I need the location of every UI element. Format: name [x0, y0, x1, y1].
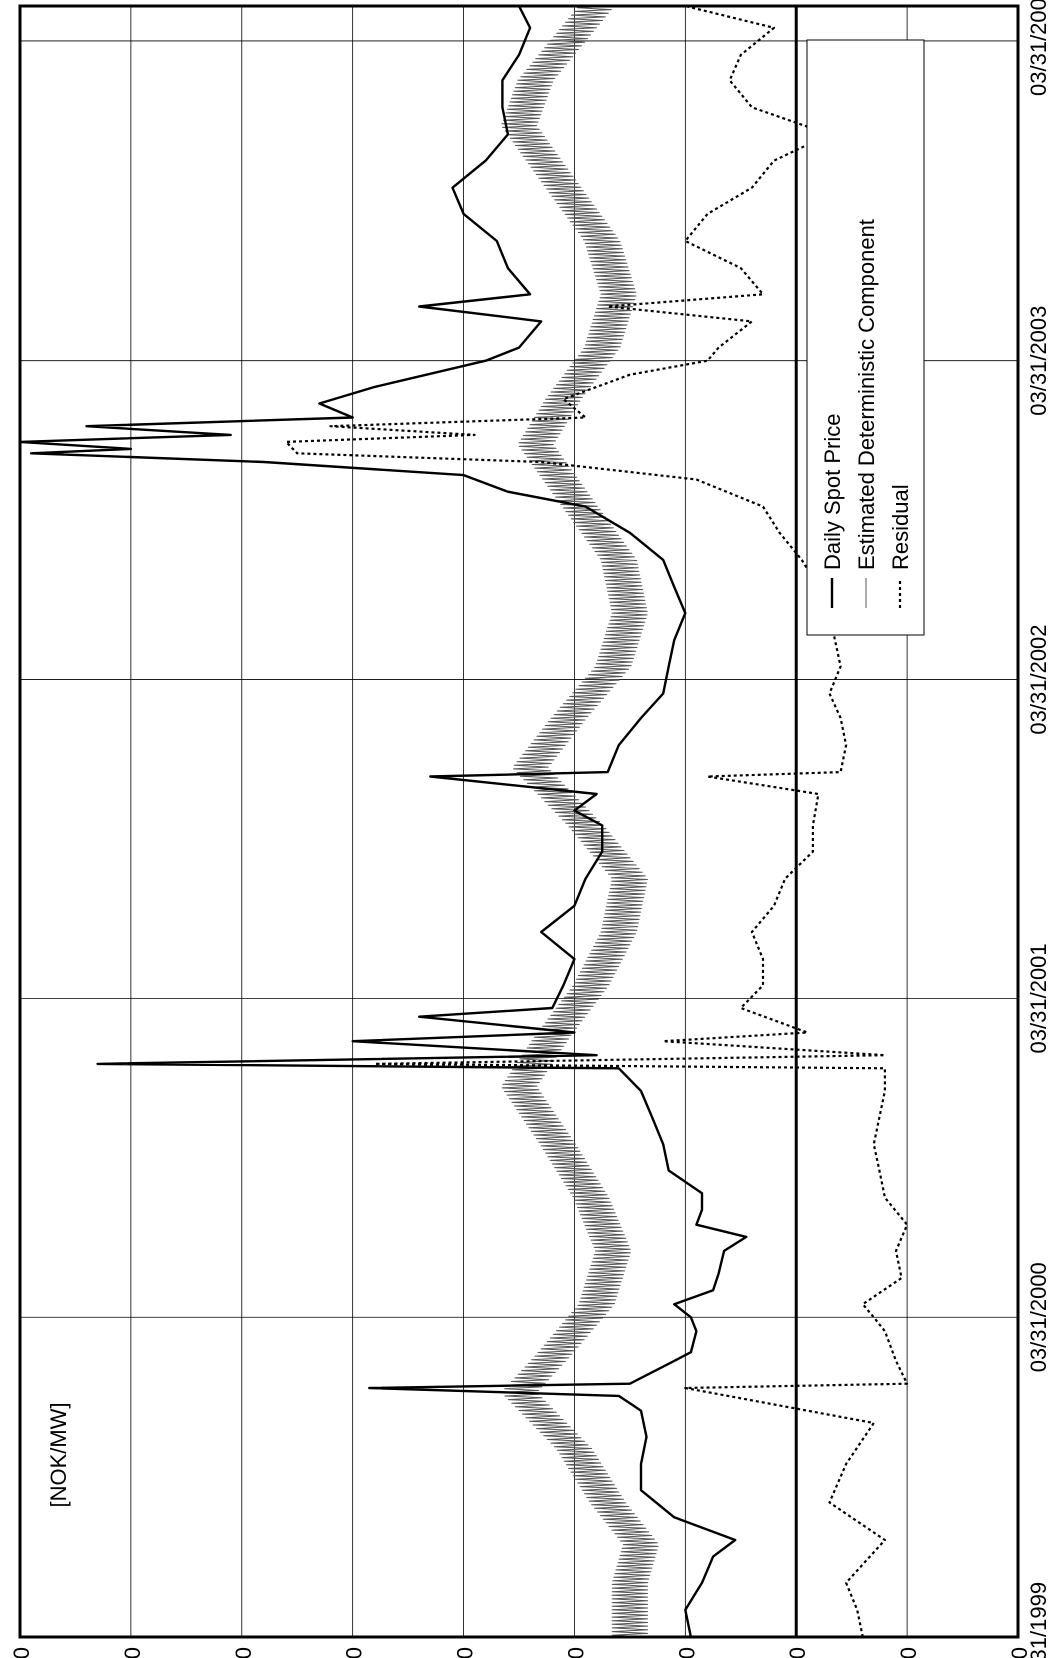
legend-label: Estimated Deterministic Component [854, 219, 879, 570]
date-tick-label: 03/31/2000 [1026, 1262, 1051, 1372]
series-line-residual [285, 4, 909, 1638]
series-line-daily-spot-price [18, 5, 748, 1638]
value-tick-label: 100 [674, 1647, 699, 1658]
legend: Daily Spot Price Estimated Deterministic … [806, 39, 925, 636]
value-tick-label: 200 [563, 1647, 588, 1658]
value-axis-ticks: -200 -100 0 100 200 300 400 500 600 700 [9, 1647, 1032, 1658]
date-tick-label: 03/31/1999 [1026, 1582, 1051, 1658]
date-tick-label: 03/31/2003 [1026, 306, 1051, 416]
value-tick-label: 700 [9, 1647, 34, 1658]
series-layer [18, 4, 909, 1638]
legend-box [806, 39, 925, 636]
series-line-estimated-deterministic-component [500, 5, 659, 1638]
date-tick-label: 03/31/2004 [1026, 0, 1051, 96]
value-tick-label: -200 [1007, 1647, 1032, 1658]
unit-label: [NOK/MW] [46, 1402, 71, 1507]
value-tick-label: 300 [453, 1647, 478, 1658]
value-tick-label: 500 [231, 1647, 256, 1658]
legend-label: Daily Spot Price [820, 413, 845, 570]
date-tick-label: 03/31/2001 [1026, 943, 1051, 1053]
date-axis-ticks: 03/31/1999 03/31/2000 03/31/2001 03/31/2002… [1026, 0, 1051, 1658]
plot-frame [18, 4, 1020, 1639]
value-tick-label: 0 [785, 1647, 810, 1658]
legend-label: Residual [888, 484, 913, 570]
value-tick-label: 400 [342, 1647, 367, 1658]
date-tick-label: 03/31/2002 [1026, 624, 1051, 734]
value-tick-label: 600 [120, 1647, 145, 1658]
value-tick-label: -100 [896, 1647, 921, 1658]
